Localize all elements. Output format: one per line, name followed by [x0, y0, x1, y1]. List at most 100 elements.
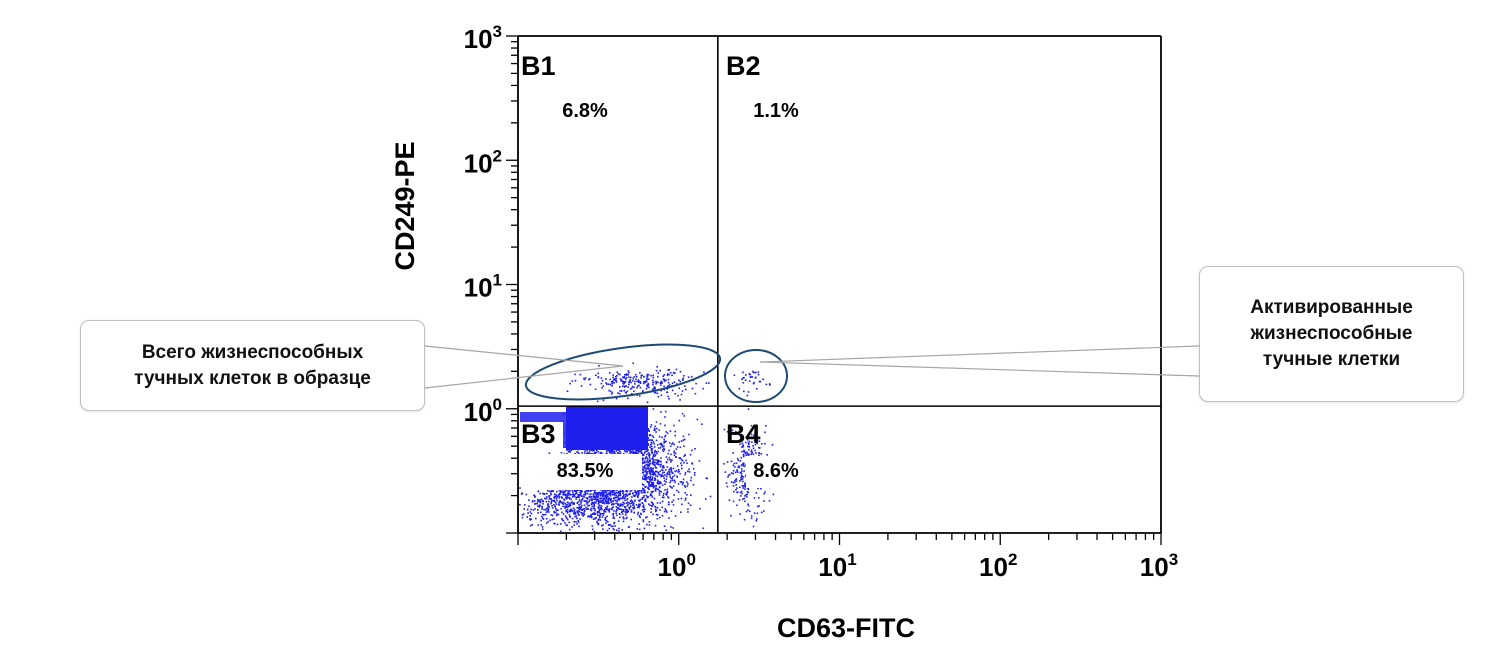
- scatter-point: [616, 503, 619, 505]
- scatter-point: [669, 430, 672, 432]
- scatter-point: [581, 504, 583, 507]
- scatter-point: [586, 503, 588, 505]
- scatter-point: [643, 527, 646, 530]
- scatter-point: [760, 487, 762, 490]
- scatter-point: [638, 449, 641, 451]
- scatter-point: [602, 502, 604, 504]
- scatter-point: [580, 506, 582, 509]
- scatter-point: [637, 427, 640, 429]
- scatter-point: [593, 505, 596, 508]
- scatter-point: [576, 489, 579, 491]
- scatter-point: [592, 518, 595, 520]
- scatter-point: [745, 475, 747, 477]
- scatter-point: [623, 436, 626, 439]
- scatter-point: [543, 514, 545, 516]
- scatter-point: [638, 384, 640, 387]
- scatter-point: [642, 510, 645, 513]
- scatter-point: [638, 442, 640, 445]
- scatter-point: [763, 492, 765, 495]
- scatter-point: [647, 444, 650, 446]
- scatter-point: [579, 445, 581, 448]
- scatter-point: [599, 506, 601, 509]
- scatter-point: [615, 448, 617, 450]
- scatter-point: [655, 487, 657, 489]
- scatter-point: [646, 480, 648, 483]
- scatter-point: [565, 510, 567, 513]
- scatter-point: [582, 495, 584, 497]
- scatter-point: [755, 519, 758, 522]
- scatter-point: [597, 421, 600, 423]
- scatter-point: [726, 431, 729, 433]
- scatter-point: [640, 451, 643, 454]
- scatter-point: [619, 444, 621, 447]
- scatter-point: [765, 383, 768, 386]
- scatter-point: [629, 376, 632, 379]
- scatter-point: [694, 472, 696, 474]
- scatter-point: [660, 411, 662, 413]
- scatter-point: [647, 468, 650, 470]
- scatter-point: [629, 505, 632, 507]
- scatter-point: [622, 442, 624, 445]
- scatter-point: [608, 450, 611, 453]
- scatter-point: [740, 456, 743, 459]
- scatter-point: [611, 506, 614, 509]
- scatter-point: [654, 508, 657, 511]
- scatter-point: [645, 516, 647, 519]
- scatter-point: [646, 516, 648, 518]
- scatter-point: [624, 436, 627, 438]
- scatter-point: [567, 492, 569, 494]
- scatter-point: [599, 504, 601, 507]
- scatter-point: [591, 528, 594, 531]
- scatter-point: [648, 524, 651, 526]
- scatter-point: [642, 478, 645, 480]
- scatter-point: [581, 452, 583, 454]
- scatter-point: [622, 509, 625, 511]
- scatter-point: [548, 506, 550, 508]
- scatter-point: [602, 514, 605, 517]
- scatter-point: [586, 438, 589, 441]
- scatter-point: [615, 510, 617, 513]
- scatter-point: [534, 495, 537, 498]
- scatter-point: [589, 493, 591, 496]
- scatter-point: [579, 441, 582, 444]
- scatter-point: [630, 511, 633, 513]
- scatter-point: [596, 437, 599, 440]
- scatter-point: [593, 442, 596, 445]
- scatter-point: [569, 504, 572, 506]
- scatter-point: [622, 492, 624, 495]
- scatter-point: [734, 479, 736, 482]
- scatter-point: [665, 493, 667, 495]
- scatter-point: [630, 443, 632, 445]
- scatter-point: [732, 472, 735, 475]
- scatter-point: [610, 436, 613, 438]
- scatter-point: [582, 508, 584, 510]
- scatter-point: [728, 499, 731, 501]
- scatter-point: [638, 504, 640, 506]
- scatter-point: [593, 490, 596, 492]
- scatter-point: [632, 492, 634, 495]
- scatter-point: [650, 441, 653, 444]
- scatter-point: [652, 436, 655, 439]
- scatter-point: [746, 493, 748, 496]
- scatter-point: [578, 508, 581, 511]
- scatter-point: [562, 493, 565, 496]
- scatter-point: [681, 412, 684, 415]
- scatter-point: [530, 508, 532, 511]
- scatter-point: [626, 448, 629, 451]
- scatter-point: [568, 528, 571, 531]
- scatter-point: [660, 490, 662, 493]
- scatter-point: [655, 369, 658, 372]
- scatter-point: [590, 440, 593, 442]
- scatter-point: [610, 380, 613, 383]
- scatter-point: [571, 526, 573, 528]
- scatter-point: [731, 429, 734, 432]
- scatter-point: [659, 447, 662, 449]
- scatter-point: [635, 434, 638, 436]
- quadrant-name-b4: B4: [726, 419, 761, 449]
- scatter-point: [732, 469, 735, 472]
- scatter-point: [586, 501, 588, 504]
- scatter-point: [604, 519, 606, 521]
- scatter-point: [592, 442, 594, 444]
- scatter-point: [661, 472, 664, 474]
- scatter-point: [635, 449, 638, 452]
